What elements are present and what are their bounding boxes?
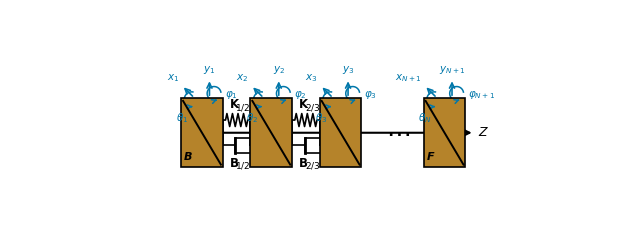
Text: $x_1$: $x_1$ <box>167 72 179 84</box>
Text: $\cdots$: $\cdots$ <box>386 121 410 145</box>
Text: $\varphi_2$: $\varphi_2$ <box>295 89 307 101</box>
Bar <box>424 98 465 168</box>
Text: $x_3$: $x_3$ <box>305 72 318 84</box>
Text: B: B <box>184 152 193 162</box>
Bar <box>181 98 223 168</box>
Bar <box>320 98 361 168</box>
Text: $\varphi_3$: $\varphi_3$ <box>364 89 377 101</box>
Text: F: F <box>426 152 434 162</box>
Text: $\mathbf{K}$: $\mathbf{K}$ <box>298 98 309 111</box>
Text: $\varphi_{N+1}$: $\varphi_{N+1}$ <box>468 89 495 101</box>
Text: ${1/2}$: ${1/2}$ <box>236 102 250 113</box>
Text: $y_3$: $y_3$ <box>342 64 354 76</box>
Text: $x_2$: $x_2$ <box>236 72 248 84</box>
Bar <box>305 138 321 153</box>
Text: ${2/3}$: ${2/3}$ <box>305 160 320 171</box>
Text: $\theta_3$: $\theta_3$ <box>315 111 327 125</box>
Text: $\mathbf{K}$: $\mathbf{K}$ <box>229 98 240 111</box>
Text: $\mathbf{B}$: $\mathbf{B}$ <box>298 157 308 170</box>
Text: $\mathbf{B}$: $\mathbf{B}$ <box>229 157 239 170</box>
Bar <box>250 98 292 168</box>
Text: $\varphi_1$: $\varphi_1$ <box>225 89 238 101</box>
Bar <box>236 138 252 153</box>
Text: ${2/3}$: ${2/3}$ <box>305 102 320 113</box>
Text: $y_2$: $y_2$ <box>273 64 285 76</box>
Text: ${1/2}$: ${1/2}$ <box>236 160 250 171</box>
Text: $\theta_1$: $\theta_1$ <box>177 111 189 125</box>
Text: $x_{N+1}$: $x_{N+1}$ <box>395 72 422 84</box>
Text: $y_{N+1}$: $y_{N+1}$ <box>438 64 465 76</box>
Text: $\theta_N$: $\theta_N$ <box>418 111 432 125</box>
Text: $\theta_2$: $\theta_2$ <box>246 111 258 125</box>
Text: $Z$: $Z$ <box>478 126 489 139</box>
Text: $y_1$: $y_1$ <box>204 64 216 76</box>
